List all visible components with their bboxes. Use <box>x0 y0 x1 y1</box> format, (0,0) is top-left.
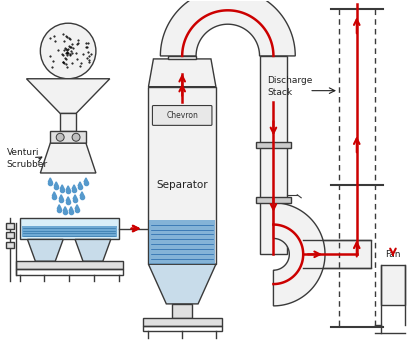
Circle shape <box>72 133 80 141</box>
Bar <box>6 223 13 228</box>
Bar <box>16 269 122 275</box>
Bar <box>20 218 119 239</box>
Circle shape <box>56 133 64 141</box>
Polygon shape <box>80 192 84 196</box>
Polygon shape <box>75 205 79 209</box>
Polygon shape <box>27 79 110 114</box>
Bar <box>255 142 290 148</box>
Polygon shape <box>52 192 56 196</box>
Polygon shape <box>66 197 70 201</box>
Polygon shape <box>148 59 216 87</box>
Polygon shape <box>69 207 73 211</box>
FancyBboxPatch shape <box>152 105 211 125</box>
Text: Venturi
Scrubber: Venturi Scrubber <box>7 148 47 169</box>
Bar <box>172 304 192 318</box>
Bar <box>142 326 221 331</box>
Text: Chevron: Chevron <box>166 111 198 120</box>
Polygon shape <box>75 239 110 261</box>
Bar <box>148 87 216 264</box>
Bar <box>6 233 13 238</box>
Bar <box>6 242 13 248</box>
Circle shape <box>40 23 96 79</box>
Bar <box>16 261 122 269</box>
Polygon shape <box>59 195 63 199</box>
Bar <box>142 318 221 326</box>
Bar <box>168 56 196 59</box>
Polygon shape <box>78 182 82 186</box>
Polygon shape <box>60 185 64 189</box>
Bar <box>50 131 86 143</box>
Polygon shape <box>54 182 58 186</box>
Polygon shape <box>48 178 52 182</box>
Polygon shape <box>148 264 216 304</box>
Polygon shape <box>27 239 63 261</box>
Bar <box>301 240 370 268</box>
Polygon shape <box>63 207 67 211</box>
Text: Fan: Fan <box>384 250 400 259</box>
Text: Discharge
Stack: Discharge Stack <box>267 76 312 97</box>
Polygon shape <box>73 195 77 199</box>
Text: Separator: Separator <box>156 180 207 190</box>
Polygon shape <box>160 0 294 56</box>
Bar <box>380 265 405 305</box>
Bar <box>255 197 290 203</box>
Bar <box>60 114 76 131</box>
Polygon shape <box>40 143 96 173</box>
Bar <box>149 220 214 264</box>
Polygon shape <box>273 203 324 306</box>
Bar <box>259 56 287 254</box>
Polygon shape <box>72 185 76 189</box>
Polygon shape <box>57 205 61 209</box>
Polygon shape <box>84 178 88 182</box>
Polygon shape <box>66 186 70 190</box>
Bar <box>21 225 117 237</box>
